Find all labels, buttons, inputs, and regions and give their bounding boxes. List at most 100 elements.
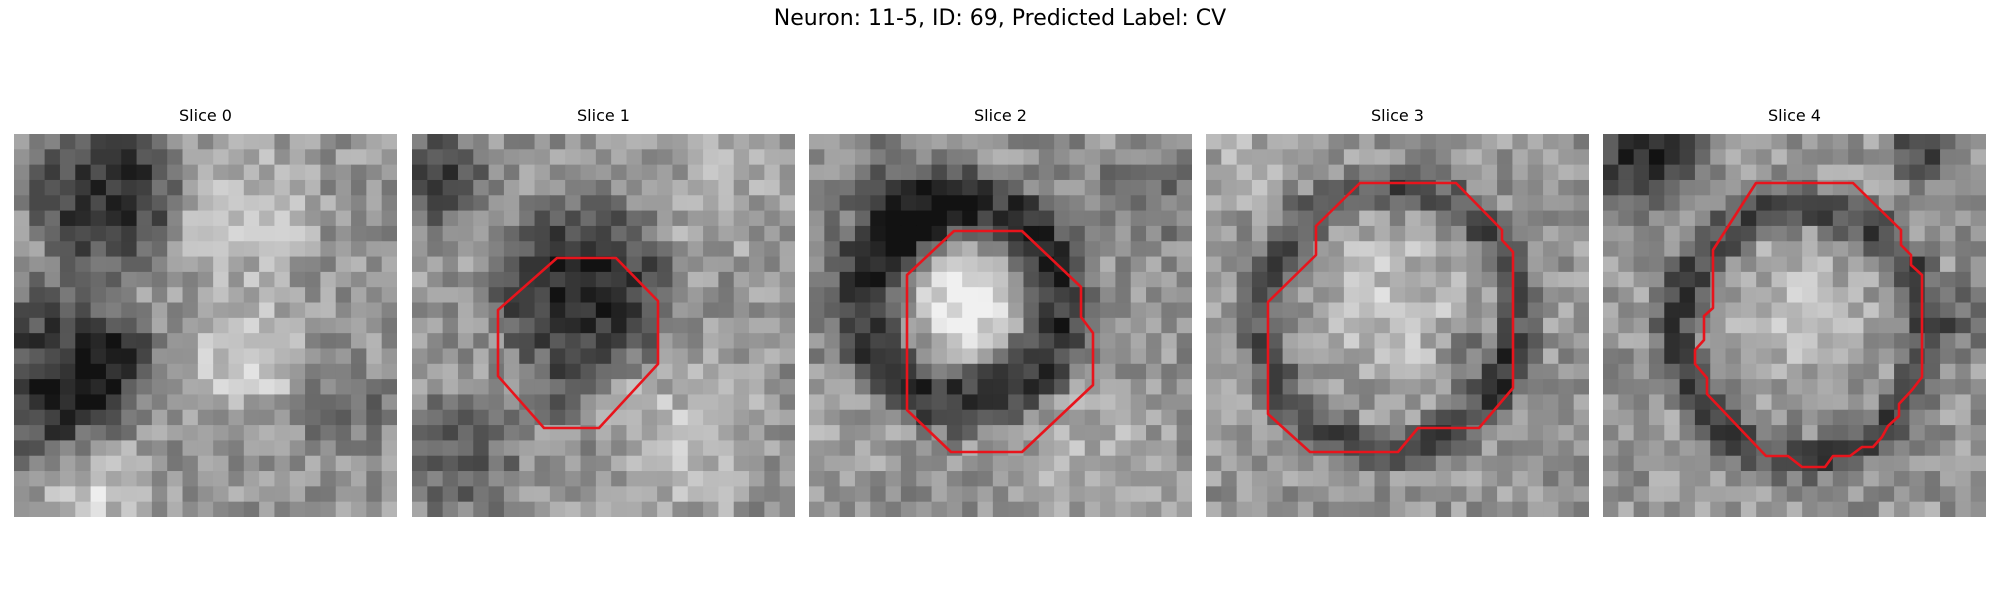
- pixel: [1466, 317, 1483, 334]
- pixel: [885, 471, 902, 487]
- pixel: [809, 241, 825, 258]
- pixel: [1740, 409, 1757, 426]
- pixel: [1558, 409, 1575, 426]
- pixel: [1100, 271, 1116, 288]
- pixel: [992, 149, 1009, 166]
- pixel: [243, 210, 260, 227]
- pixel: [1817, 486, 1834, 503]
- pixel: [1054, 210, 1071, 227]
- pixel: [182, 501, 199, 517]
- pixel: [931, 134, 948, 150]
- pixel: [1343, 501, 1360, 517]
- pixel: [1603, 333, 1619, 350]
- pixel: [1832, 302, 1849, 319]
- pixel: [809, 486, 825, 503]
- pixel: [611, 134, 628, 150]
- pixel: [1176, 379, 1192, 396]
- pixel: [1648, 348, 1665, 365]
- pixel: [1236, 486, 1253, 503]
- pixel: [1389, 164, 1406, 181]
- pixel: [1054, 195, 1071, 212]
- pixel: [1648, 363, 1665, 380]
- pixel: [900, 195, 917, 212]
- pixel: [105, 501, 122, 517]
- pixel: [289, 333, 306, 350]
- pixel: [90, 195, 107, 212]
- pixel: [1130, 256, 1147, 273]
- pixel: [703, 179, 719, 196]
- pixel: [626, 501, 643, 517]
- pixel: [916, 134, 933, 150]
- pixel: [900, 287, 917, 304]
- pixel: [305, 486, 321, 503]
- pixel: [1313, 486, 1330, 503]
- pixel: [335, 348, 352, 365]
- pixel: [259, 287, 276, 304]
- pixel: [228, 164, 245, 181]
- pixel: [1130, 440, 1147, 457]
- pixel: [167, 164, 184, 181]
- pixel: [335, 333, 352, 350]
- pixel: [1756, 134, 1773, 150]
- pixel: [1054, 149, 1071, 166]
- pixel: [1282, 363, 1299, 380]
- pixel: [1955, 409, 1972, 426]
- pixel: [1740, 394, 1757, 411]
- pixel: [977, 287, 994, 304]
- pixel: [824, 271, 841, 288]
- pixel: [320, 195, 337, 212]
- pixel: [1802, 195, 1819, 212]
- pixel: [1771, 302, 1788, 319]
- pixel: [962, 225, 979, 242]
- pixel: [274, 317, 291, 334]
- pixel: [962, 425, 979, 441]
- pixel: [305, 379, 321, 396]
- pixel: [1359, 164, 1376, 181]
- pixel: [457, 302, 474, 319]
- pixel: [824, 486, 841, 503]
- pixel: [44, 302, 61, 319]
- pixel: [1970, 302, 1986, 319]
- pixel: [916, 164, 933, 181]
- pixel: [1282, 164, 1299, 181]
- pixel: [992, 195, 1009, 212]
- pixel: [1848, 455, 1865, 472]
- pixel: [197, 455, 214, 472]
- pixel: [1328, 225, 1345, 242]
- pixel: [764, 225, 781, 242]
- pixel: [151, 409, 168, 426]
- pixel: [1023, 271, 1040, 288]
- pixel: [305, 149, 321, 166]
- pixel: [29, 179, 46, 196]
- pixel: [1038, 317, 1055, 334]
- pixel: [977, 271, 994, 288]
- pixel: [1435, 501, 1452, 517]
- pixel: [733, 256, 750, 273]
- pixel: [366, 379, 383, 396]
- pixel: [1481, 425, 1498, 441]
- pixel: [1909, 195, 1926, 212]
- pixel: [733, 363, 750, 380]
- pixel: [1236, 241, 1253, 258]
- pixel: [29, 225, 46, 242]
- pixel: [977, 256, 994, 273]
- pixel: [14, 333, 30, 350]
- pixel: [1786, 348, 1803, 365]
- pixel: [1481, 455, 1498, 472]
- pixel: [1176, 440, 1192, 457]
- pixel: [59, 440, 76, 457]
- pixel: [1955, 363, 1972, 380]
- pixel: [90, 256, 107, 273]
- pixel: [1940, 195, 1956, 212]
- pixel: [1176, 425, 1192, 441]
- pixel: [641, 134, 658, 150]
- pixel: [687, 471, 704, 487]
- pixel: [1618, 179, 1635, 196]
- pixel: [29, 134, 46, 150]
- pixel: [1405, 440, 1422, 457]
- pixel: [335, 455, 352, 472]
- pixel: [1618, 225, 1635, 242]
- pixel: [105, 241, 122, 258]
- pixel: [1343, 287, 1360, 304]
- pixel: [1878, 501, 1895, 517]
